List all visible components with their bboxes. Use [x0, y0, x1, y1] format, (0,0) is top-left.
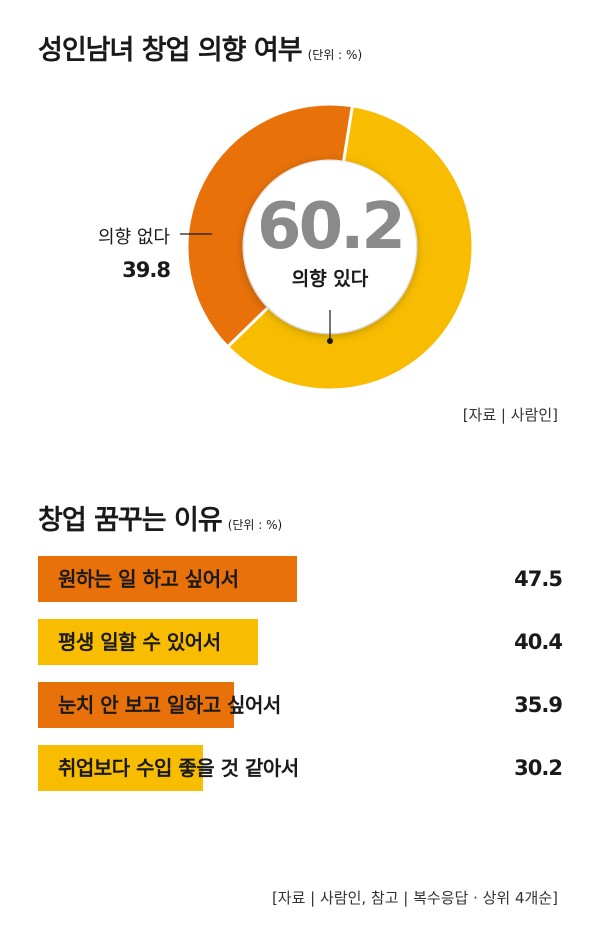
bar-label: 눈치 안 보고 일하고 싶어서 [58, 693, 281, 717]
bar-value: 35.9 [514, 693, 563, 717]
donut-chart: 60.2 의향 있다 의향 없다 39.8 [98, 102, 475, 392]
chart2-source: [자료 | 사람인, 참고 | 복수응답 · 상위 4개순] [271, 889, 558, 907]
side-value: 39.8 [122, 258, 170, 282]
bar [38, 556, 297, 602]
bar-label: 취업보다 수입 좋을 것 같아서 [58, 756, 299, 780]
chart2-unit: (단위 : %) [227, 518, 283, 532]
bar-label: 평생 일할 수 있어서 [58, 630, 221, 654]
chart1-source: [자료 | 사람인] [462, 406, 558, 424]
yes-pointer-dot [327, 338, 333, 344]
donut-hole [244, 161, 416, 333]
bar-row: 눈치 안 보고 일하고 싶어서 35.9 [38, 682, 563, 728]
center-label: 의향 있다 [292, 268, 369, 290]
chart1-unit: (단위 : %) [307, 48, 363, 62]
bar [38, 745, 203, 791]
bar [38, 682, 234, 728]
bar-row: 평생 일할 수 있어서 40.4 [38, 619, 563, 665]
center-value: 60.2 [257, 190, 403, 264]
bar-row: 취업보다 수입 좋을 것 같아서 30.2 [38, 745, 563, 791]
bar-value: 30.2 [514, 756, 563, 780]
bar-label: 원하는 일 하고 싶어서 [58, 567, 239, 591]
bar [38, 619, 259, 665]
bar-value: 47.5 [514, 567, 563, 591]
bar-row: 원하는 일 하고 싶어서 47.5 [38, 556, 563, 602]
chart1-title: 성인남녀 창업 의향 여부 (단위 : %) [38, 35, 363, 66]
bar-value: 40.4 [514, 630, 563, 654]
chart2-title: 창업 꿈꾸는 이유 (단위 : %) [38, 505, 283, 536]
side-label: 의향 없다 [98, 227, 170, 248]
